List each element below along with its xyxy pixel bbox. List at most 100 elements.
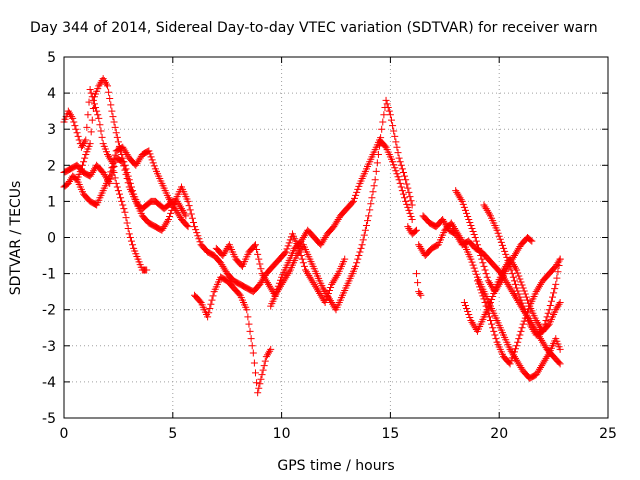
data-point: [126, 234, 134, 241]
data-point: [266, 282, 274, 290]
data-point: [516, 331, 524, 339]
data-point: [265, 349, 273, 357]
data-point: [299, 259, 307, 267]
data-point: [517, 327, 525, 335]
data-point: [221, 248, 229, 256]
data-point: [386, 111, 394, 119]
data-point: [468, 224, 476, 232]
data-point: [377, 134, 385, 142]
data-point: [309, 279, 317, 287]
data-point: [169, 201, 177, 209]
data-point: [171, 205, 179, 213]
data-point: [268, 286, 276, 294]
data-point: [69, 114, 77, 122]
data-point: [406, 209, 414, 217]
data-point: [113, 133, 121, 141]
data-point: [466, 314, 474, 322]
data-point: [282, 273, 290, 281]
data-point: [514, 297, 522, 305]
data-point: [253, 246, 261, 254]
data-point: [112, 129, 120, 137]
data-point: [105, 152, 113, 160]
data-point: [134, 158, 142, 166]
data-point: [533, 286, 541, 294]
data-point: [65, 178, 73, 186]
y-tick-label: 2: [47, 158, 56, 174]
data-point: [176, 203, 184, 211]
data-point: [502, 250, 510, 258]
data-point: [556, 345, 564, 353]
data-point: [193, 229, 201, 237]
data-point: [500, 266, 508, 274]
data-point: [205, 309, 213, 317]
data-point: [501, 264, 509, 272]
data-point: [473, 277, 481, 285]
data-point: [300, 262, 308, 270]
data-point: [514, 287, 522, 295]
data-point: [461, 206, 469, 214]
data-point: [528, 237, 536, 245]
data-point: [75, 136, 83, 144]
data-point: [396, 179, 404, 187]
data-point: [520, 317, 528, 325]
data-point: [545, 306, 553, 314]
data-point: [260, 273, 268, 281]
data-point: [350, 194, 358, 202]
data-point: [535, 322, 543, 330]
data-point: [406, 193, 414, 201]
data-point: [403, 180, 411, 188]
data-point: [333, 217, 341, 225]
data-point: [281, 249, 289, 257]
data-point: [510, 348, 518, 356]
data-point: [414, 279, 422, 287]
data-point: [392, 167, 400, 175]
series-s10: [415, 219, 564, 382]
data-point: [479, 292, 487, 300]
data-point: [172, 206, 180, 214]
data-point: [541, 356, 549, 364]
data-point: [208, 296, 216, 304]
data-point: [361, 226, 369, 234]
data-point: [394, 149, 402, 157]
data-point: [456, 194, 464, 202]
data-point: [283, 271, 291, 279]
data-point: [542, 317, 550, 325]
data-point: [352, 262, 360, 270]
data-point: [285, 268, 293, 276]
data-point: [87, 89, 95, 97]
data-point: [310, 280, 318, 288]
data-point: [348, 199, 356, 207]
data-point: [405, 188, 413, 196]
data-point: [466, 218, 474, 226]
data-point: [534, 284, 542, 292]
data-point: [329, 279, 337, 287]
data-point: [99, 75, 107, 83]
data-point: [507, 357, 515, 365]
y-tick-label: 3: [47, 122, 56, 138]
data-point: [194, 232, 202, 240]
data-point: [404, 223, 412, 231]
data-point: [207, 300, 215, 308]
data-point: [452, 187, 460, 195]
data-point: [196, 297, 204, 305]
data-point: [324, 293, 332, 301]
data-point: [106, 154, 114, 162]
data-point: [111, 174, 119, 182]
data-point: [175, 212, 183, 220]
series-s2: [60, 75, 190, 220]
data-point: [307, 275, 315, 283]
data-point: [195, 235, 203, 243]
data-point: [118, 197, 126, 205]
data-point: [478, 255, 486, 263]
data-point: [294, 250, 302, 258]
data-point: [258, 270, 266, 278]
data-point: [163, 217, 171, 225]
data-point: [101, 78, 109, 86]
data-point: [244, 313, 252, 321]
data-point: [279, 279, 287, 287]
data-point: [543, 353, 551, 361]
data-point: [416, 243, 424, 251]
data-point: [476, 248, 484, 256]
data-point: [315, 288, 323, 296]
data-point: [209, 292, 217, 300]
